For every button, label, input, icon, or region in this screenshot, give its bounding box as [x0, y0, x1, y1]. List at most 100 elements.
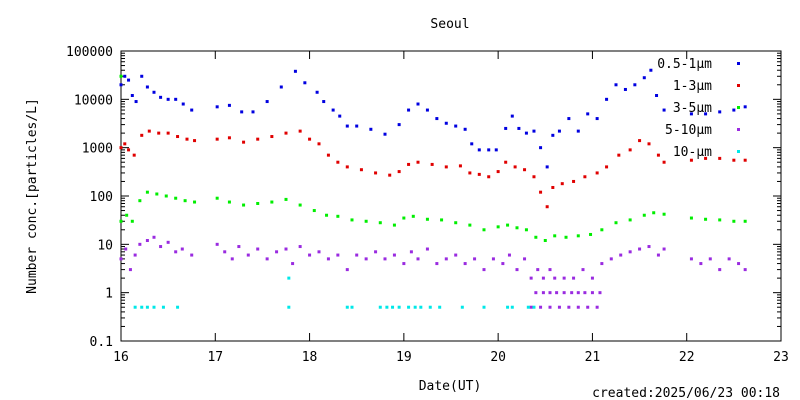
data-point [545, 205, 549, 209]
data-point [133, 305, 137, 309]
data-point [532, 129, 536, 133]
data-point [256, 247, 260, 251]
data-point [419, 305, 423, 309]
data-point [590, 291, 594, 295]
data-point [541, 276, 545, 280]
data-point [536, 268, 540, 272]
data-point [595, 305, 599, 309]
data-point [138, 242, 142, 246]
data-point [159, 95, 163, 99]
legend-marker [737, 128, 740, 131]
data-point [494, 148, 498, 152]
data-point [564, 235, 568, 239]
data-point [166, 131, 170, 135]
legend-label: 10-µm [673, 145, 712, 160]
data-point [718, 110, 722, 114]
data-point [532, 175, 536, 179]
data-point [383, 132, 387, 136]
data-point [743, 268, 747, 272]
data-point [242, 203, 246, 207]
data-point [435, 262, 439, 266]
data-point [215, 196, 219, 200]
data-point [543, 239, 547, 243]
data-point [595, 117, 599, 121]
data-point [704, 217, 708, 221]
data-point [539, 146, 543, 150]
data-point [242, 140, 246, 144]
data-point [256, 137, 260, 141]
data-point [127, 78, 131, 82]
data-point [501, 262, 505, 266]
x-tick-label: 16 [113, 350, 129, 365]
data-point [583, 291, 587, 295]
chart-title: Seoul [430, 17, 469, 32]
data-point [523, 168, 527, 172]
data-point [402, 216, 406, 220]
data-point [409, 250, 413, 254]
data-point [270, 200, 274, 204]
data-point [284, 197, 288, 201]
data-point [470, 142, 474, 146]
data-point [345, 305, 349, 309]
data-point [270, 135, 274, 139]
data-point [145, 190, 149, 194]
data-point [647, 142, 651, 146]
y-tick-label: 1000 [82, 142, 113, 157]
data-point [652, 211, 656, 215]
data-point [298, 203, 302, 207]
data-point [526, 305, 530, 309]
data-point [265, 257, 269, 261]
data-point [174, 250, 178, 254]
data-point [689, 257, 693, 261]
x-tick-label: 18 [302, 350, 318, 365]
data-point [656, 153, 660, 157]
data-point [227, 136, 231, 140]
data-point [553, 234, 557, 238]
y-tick-label: 100 [90, 190, 113, 205]
data-point [312, 209, 316, 213]
data-point [649, 68, 653, 72]
data-point [534, 291, 538, 295]
data-point [595, 171, 599, 175]
data-point [392, 253, 396, 257]
data-point [638, 139, 642, 143]
data-point [128, 268, 132, 272]
data-point [338, 114, 342, 118]
data-point [308, 253, 312, 257]
data-point [124, 247, 128, 251]
y-axis: 100000 10000 1000 100 10 1 0.1 [66, 45, 781, 350]
data-point [551, 133, 555, 137]
data-point [155, 192, 159, 196]
data-point [275, 250, 279, 254]
data-point [737, 262, 741, 266]
y-tick-label: 0.1 [90, 335, 113, 350]
data-point [605, 165, 609, 169]
data-point [303, 81, 307, 85]
data-point [460, 305, 464, 309]
data-point [166, 240, 170, 244]
data-point [374, 250, 378, 254]
data-point [743, 105, 747, 109]
data-point [127, 148, 131, 152]
data-point [119, 83, 123, 87]
data-point [732, 219, 736, 223]
legend-label: 3-5µm [673, 101, 712, 116]
data-point [541, 291, 545, 295]
data-point [617, 153, 621, 157]
data-point [454, 124, 458, 128]
x-tick-label: 20 [490, 350, 506, 365]
data-point [227, 200, 231, 204]
data-point [560, 182, 564, 186]
created-timestamp: created:2025/06/23 00:18 [592, 386, 780, 400]
data-point [491, 257, 495, 261]
y-tick-label: 100000 [66, 45, 113, 60]
data-point [662, 247, 666, 251]
data-point [576, 305, 580, 309]
data-point [176, 135, 180, 139]
data-point [416, 102, 420, 106]
data-point [718, 156, 722, 160]
data-point [407, 162, 411, 166]
data-point [291, 262, 295, 266]
data-point [557, 129, 561, 133]
